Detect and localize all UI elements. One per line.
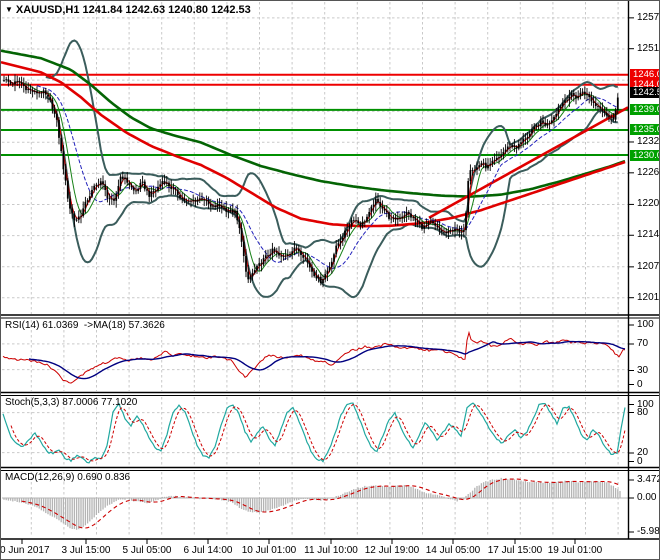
rsi-scale-label: 30 (637, 364, 649, 376)
price-tick-label: 1201.55 (637, 291, 660, 303)
time-axis-label: 11 Jul 10:00 (304, 545, 358, 556)
stoch-indicator-label: Stoch(5,3,3) 87.0006 77.1020 (5, 397, 138, 408)
macd-indicator-label: MACD(12,26,9) 0.690 0.836 (5, 472, 131, 483)
time-axis-label: 17 Jul 15:00 (487, 545, 543, 556)
rsi-scale-label: 70 (637, 338, 649, 349)
price-badge-1239.00: 1239.00 (630, 104, 659, 116)
time-axis-label: 19 Jul 01:00 (547, 545, 603, 556)
price-tick-label: 1220.15 (637, 198, 660, 210)
price-tick-label: 1251.20 (637, 42, 660, 54)
symbol-ohlc-title: XAUUSD,H1 1241.84 1242.63 1240.80 1242.5… (15, 4, 251, 16)
symbol-dropdown-icon[interactable]: ▼ (5, 5, 13, 14)
price-badge-1235.00: 1235.00 (630, 124, 659, 136)
time-axis-label: 3 Jul 15:00 (61, 545, 111, 556)
macd-scale-label: -5.98 (637, 526, 660, 537)
time-axis-label: 12 Jul 19:00 (364, 545, 420, 556)
stoch-scale-label: 0 (637, 455, 643, 467)
price-tick-label: 1214.00 (637, 229, 660, 241)
rsi-indicator-label: RSI(14) 61.0369 ->MA(18) 57.3626 (5, 320, 165, 331)
rsi-scale-label: 0 (637, 378, 643, 390)
time-axis-label: 5 Jul 05:00 (122, 545, 172, 556)
time-axis-label: 10 Jul 01:00 (241, 545, 297, 556)
price-badge-1230.00: 1230.00 (630, 149, 659, 161)
rsi-scale-label: 100 (637, 319, 654, 330)
price-badge-1242.53: 1242.53 (630, 86, 659, 98)
time-axis-label: 14 Jul 05:00 (425, 545, 481, 556)
price-tick-label: 1226.45 (637, 166, 660, 178)
time-axis-label: 30 Jun 2017 (0, 545, 50, 556)
macd-scale-label: 3.472 (637, 474, 660, 485)
price-badge-1246.00: 1246.00 (630, 69, 659, 81)
stoch-scale-label: 80 (637, 406, 649, 418)
price-tick-label: 1207.70 (637, 260, 660, 272)
chart-title: ▼ XAUUSD,H1 1241.84 1242.63 1240.80 1242.… (5, 4, 251, 16)
price-badge-1244.00: 1244.00 (630, 79, 659, 91)
time-axis-label: 6 Jul 14:00 (183, 545, 233, 556)
macd-scale-label: 0.00 (637, 492, 657, 503)
price-tick-label: 1257.35 (637, 11, 660, 23)
stoch-scale-label: 20 (637, 447, 649, 458)
price-tick-label: 1232.60 (637, 135, 660, 147)
stoch-scale-label: 100 (637, 398, 654, 410)
